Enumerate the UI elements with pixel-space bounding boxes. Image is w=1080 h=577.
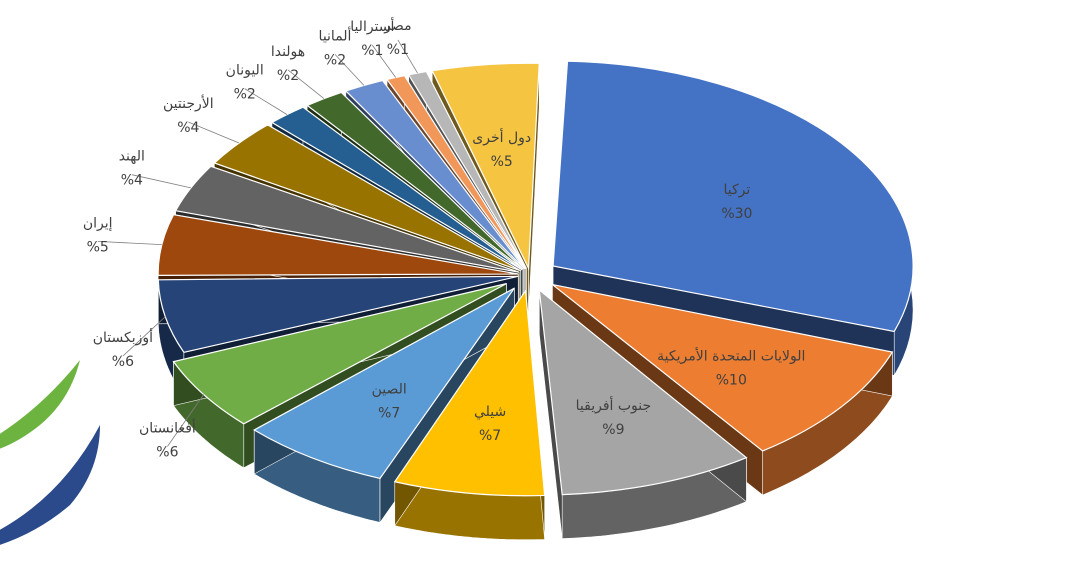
slice-label-8: الهند [119, 149, 145, 165]
leader-line-8 [131, 174, 191, 189]
slice-value-label-7: %5 [87, 239, 109, 255]
slice-value-label-0: %30 [721, 206, 752, 222]
slice-value-label-12: %2 [324, 52, 346, 68]
slice-9 [213, 124, 521, 272]
slice-label-9: الأرجنتين [163, 94, 214, 112]
leader-line-11 [287, 69, 325, 99]
slice-value-label-8: %4 [121, 173, 143, 189]
slice-label-7: إيران [83, 215, 113, 231]
decor-blue-swoosh [0, 425, 100, 545]
slice-label-6: أوزبكستان [93, 328, 153, 346]
slice-label-2: جنوب أفريقيا [576, 396, 652, 414]
leader-line-14 [397, 39, 418, 74]
slice-value-label-4: %7 [378, 406, 400, 422]
slice-3 [393, 289, 546, 497]
slice-value-label-13: %1 [361, 43, 383, 59]
slice-label-5: أفغانستان [139, 419, 196, 437]
slice-5 [172, 283, 507, 425]
slice-tops [157, 60, 914, 497]
slice-label-10: اليونان [226, 63, 264, 79]
leader-line-9 [188, 121, 240, 144]
slice-value-label-15: %5 [491, 154, 513, 170]
decor-layer [0, 360, 100, 545]
slice-2 [538, 288, 748, 496]
leader-line-6 [122, 316, 166, 357]
slice-value-label-11: %2 [277, 68, 299, 84]
slice-15 [431, 62, 540, 271]
slice-0 [552, 60, 914, 333]
slice-value-label-9: %4 [177, 120, 199, 136]
slice-value-label-10: %2 [234, 87, 256, 103]
slice-label-3: شيلي [474, 404, 506, 420]
leader-line-13 [371, 44, 397, 78]
slice-value-label-3: %7 [479, 428, 501, 444]
slice-1 [552, 283, 894, 452]
slice-value-label-1: %10 [716, 373, 747, 389]
leader-line-10 [244, 88, 288, 115]
slice-label-1: الولايات المتحدة الأمريكية [657, 347, 805, 365]
slice-labels: تركيا %30 الولايات المتحدة الأمريكية %10 جنو… [83, 17, 806, 460]
slice-label-11: هولندا [271, 44, 305, 60]
slice-label-4: الصين [372, 382, 407, 398]
leader-lines [97, 39, 418, 447]
slice-label-0: تركيا [724, 182, 751, 198]
leader-line-7 [97, 241, 162, 245]
slice-label-12: ألمانيا [319, 26, 352, 44]
slice-4 [253, 287, 515, 480]
leader-line-5 [167, 394, 205, 447]
slice-6 [157, 275, 519, 354]
slice-label-13: أستراليا [350, 17, 394, 35]
decor-green-swoosh [0, 360, 80, 449]
slice-value-label-14: %1 [387, 42, 409, 58]
slice-label-15: دول أخرى [472, 128, 531, 146]
leader-line-12 [334, 54, 365, 86]
slice-12 [344, 79, 526, 270]
slice-label-14: مصر [383, 18, 411, 34]
slice-7 [157, 213, 519, 276]
slice-value-label-5: %6 [156, 445, 178, 461]
slice-value-label-2: %9 [602, 422, 624, 438]
slice-11 [305, 91, 524, 270]
slice-value-label-6: %6 [112, 354, 134, 370]
